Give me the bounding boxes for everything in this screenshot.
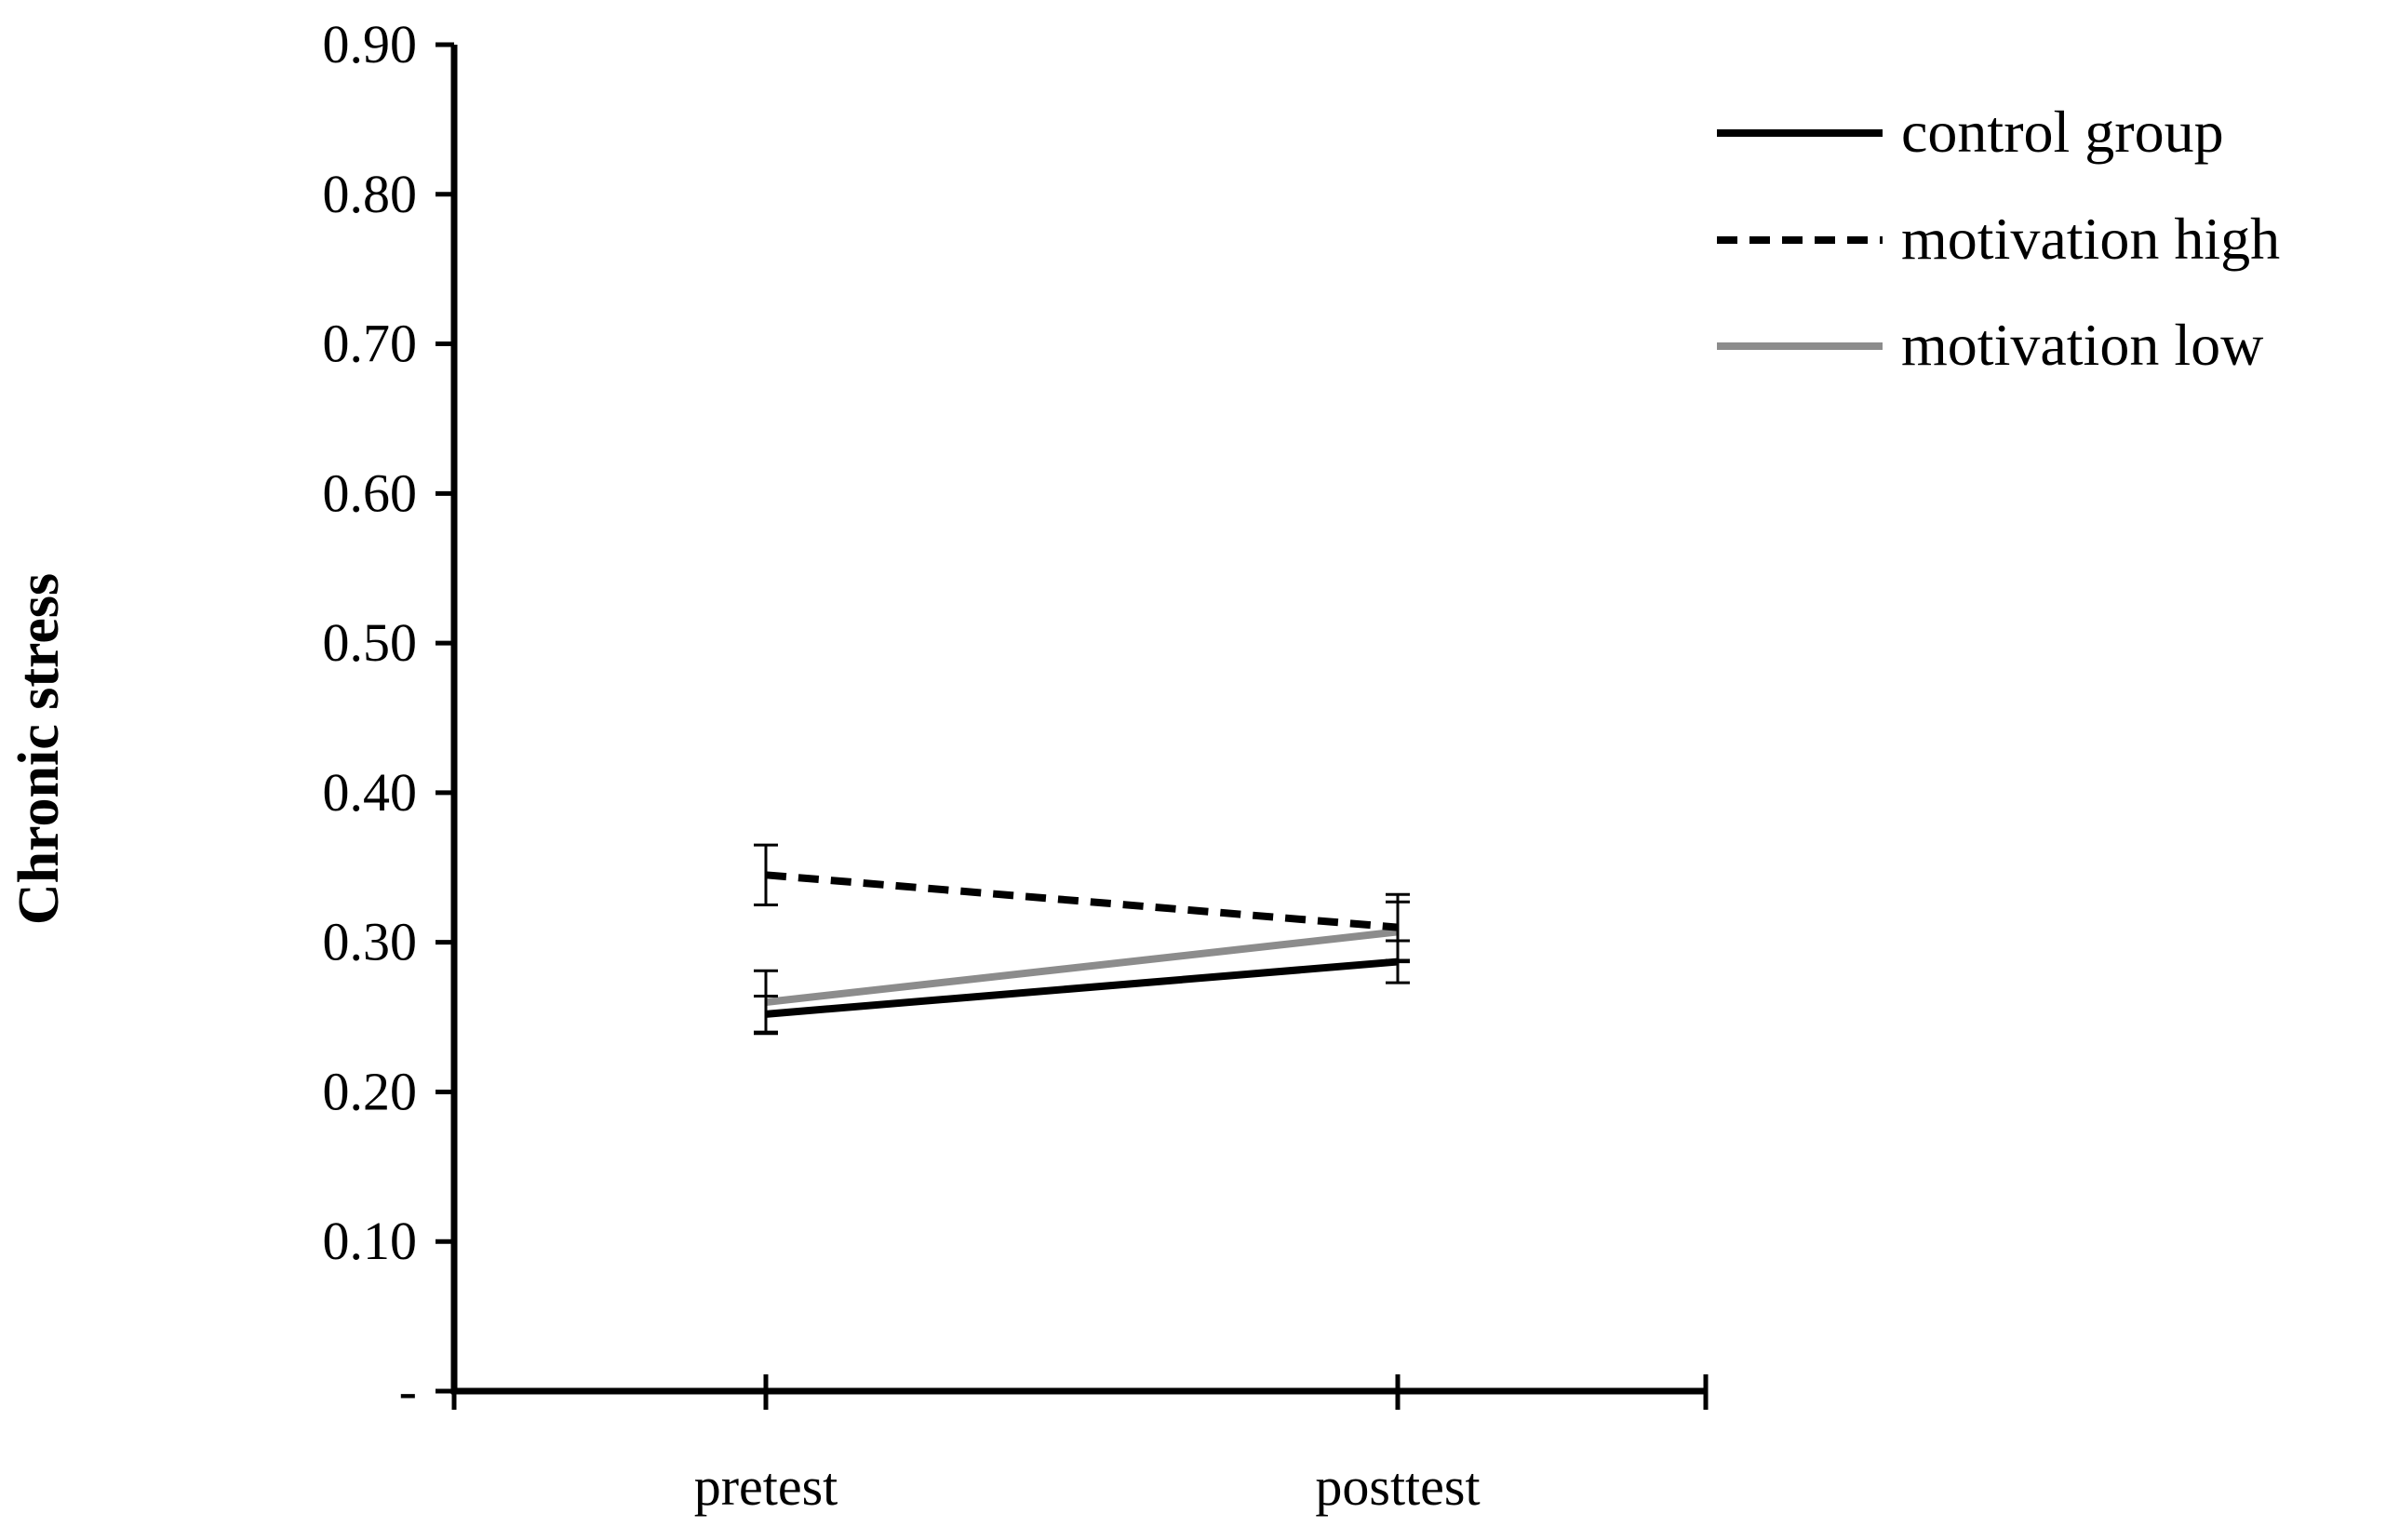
series-lines <box>765 871 1399 1018</box>
y-tick-label: 0.40 <box>323 762 418 823</box>
y-tick-label: 0.10 <box>323 1211 418 1271</box>
y-tick-label: 0.60 <box>323 462 418 523</box>
y-tick-label: 0.20 <box>323 1061 418 1121</box>
x-tick-label: pretest <box>694 1456 838 1517</box>
series-line-control-group <box>765 957 1399 1018</box>
axes <box>450 45 1706 1395</box>
legend-label: motivation low <box>1901 312 2263 378</box>
y-axis-title: Chronic stress <box>7 573 71 925</box>
y-tick-label: 0.50 <box>323 612 418 673</box>
y-tick-label: - <box>399 1360 417 1421</box>
y-tick-label: 0.90 <box>323 14 418 74</box>
series-line-motivation-low <box>765 928 1399 1006</box>
series-line-motivation-high <box>765 871 1399 931</box>
legend-label: motivation high <box>1901 206 2280 272</box>
x-tick-label: posttest <box>1315 1456 1480 1517</box>
x-ticks: pretest posttest <box>451 1374 1709 1517</box>
legend: control group motivation high motivation l… <box>1717 99 2280 378</box>
y-ticks: - 0.10 0.20 0.30 0.40 0.50 0.60 0.70 0.80 0.90 <box>323 14 454 1421</box>
legend-label: control group <box>1901 99 2224 165</box>
y-tick-label: 0.70 <box>323 314 418 374</box>
error-bars <box>754 843 1410 1036</box>
y-tick-label: 0.30 <box>323 912 418 972</box>
y-tick-label: 0.80 <box>323 164 418 224</box>
